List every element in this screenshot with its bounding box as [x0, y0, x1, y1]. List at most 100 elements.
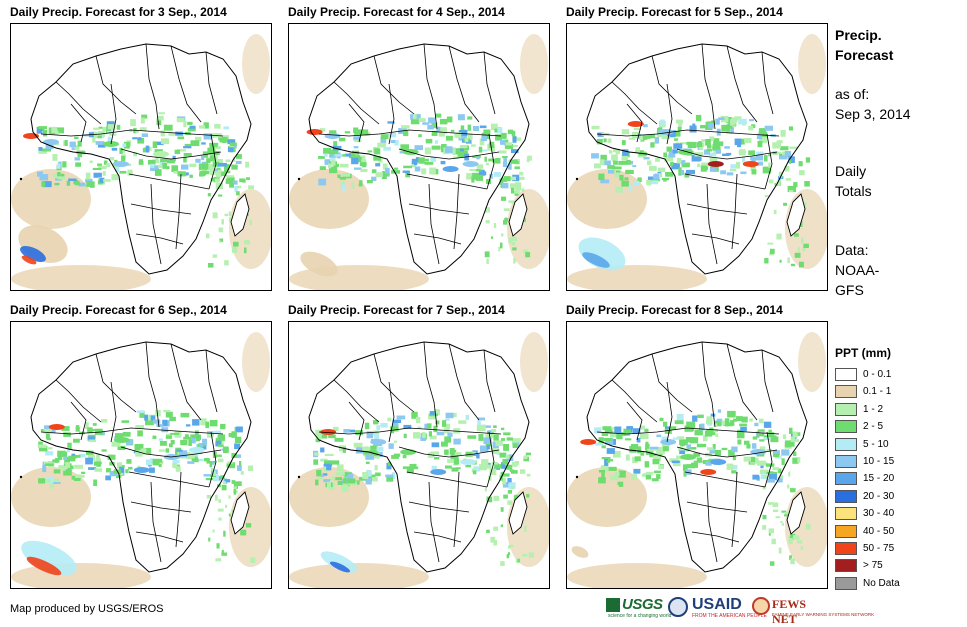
rain-cell [221, 171, 227, 176]
country-border [626, 401, 643, 441]
country-border [150, 481, 162, 563]
rain-cell [175, 466, 181, 472]
rain-cell [218, 227, 224, 233]
rain-cell [180, 439, 188, 446]
rain-cell [780, 129, 786, 137]
rain-cell [189, 125, 196, 129]
rain-cell [333, 141, 338, 148]
rain-cell [339, 176, 347, 180]
rain-cell [109, 471, 118, 477]
rain-cell [58, 465, 64, 470]
rain-cell [138, 161, 144, 165]
legend-label: 0.1 - 1 [863, 386, 892, 398]
rain-cell [74, 145, 80, 150]
panel-title: Daily Precip. Forecast for 3 Sep., 2014 [10, 5, 227, 19]
rain-cell [215, 146, 221, 149]
rain-cell [393, 453, 401, 457]
forecast-panel-4: Daily Precip. Forecast for 6 Sep., 2014 [10, 303, 272, 589]
rain-cell [615, 149, 620, 155]
rain-cell [700, 165, 707, 172]
rain-cell [768, 432, 775, 437]
rain-cell [618, 472, 626, 478]
rain-cell [374, 148, 381, 155]
rain-cell [345, 473, 354, 479]
rain-cell [488, 430, 493, 433]
legend-swatch [835, 507, 857, 521]
ocean-dry-area [289, 169, 369, 229]
rain-cell [226, 463, 231, 468]
rain-cell [175, 131, 184, 136]
rain-cell [490, 123, 498, 131]
rain-cell [645, 443, 650, 451]
rain-cell [697, 163, 701, 167]
rain-cell [107, 454, 116, 460]
rain-cell [457, 153, 465, 157]
rain-cell [625, 169, 634, 174]
rain-cell [797, 457, 801, 463]
rain-cell [434, 140, 439, 144]
rain-cell [161, 427, 169, 433]
rain-cell [794, 252, 801, 258]
rain-cell [155, 410, 161, 417]
rain-cell [87, 436, 95, 441]
rain-cell [479, 464, 487, 471]
legend-label: 5 - 10 [863, 438, 889, 450]
rain-cell [213, 474, 220, 482]
rain-cell [145, 419, 154, 426]
rain-cell [137, 137, 142, 141]
rain-cell [351, 157, 359, 165]
rain-cell [621, 129, 630, 135]
rain-cell [139, 127, 147, 131]
rain-cell [91, 131, 98, 139]
rain-cell [380, 137, 387, 144]
legend-label: 10 - 15 [863, 455, 895, 467]
heavy-rain-spot [580, 439, 597, 445]
rain-cell [198, 458, 204, 462]
rain-cell [502, 465, 510, 468]
rain-cell [770, 248, 775, 254]
rain-cell [600, 154, 607, 161]
rain-cell [485, 207, 488, 213]
rain-cell [354, 167, 362, 170]
rain-cell [664, 155, 674, 162]
rain-cell [205, 478, 215, 481]
country-border [348, 103, 365, 143]
rain-cell [511, 236, 518, 242]
country-border [398, 148, 500, 160]
side-title: Precip. Forecast [835, 25, 893, 65]
rain-cell [704, 430, 713, 437]
rain-cell [598, 477, 606, 484]
rain-cell [237, 465, 242, 471]
rain-cell [390, 426, 399, 432]
rain-cell [148, 160, 156, 165]
rain-cell [244, 247, 247, 254]
rain-cell [730, 420, 735, 426]
rain-cell [329, 149, 339, 155]
rain-cell [183, 156, 187, 163]
rain-cell [166, 166, 170, 170]
rain-cell [717, 409, 722, 413]
rain-cell [653, 174, 659, 180]
rain-cell [729, 168, 737, 172]
rain-cell [503, 158, 507, 165]
rain-cell [496, 453, 501, 456]
rain-cell [218, 517, 222, 521]
heavy-rain-spot [133, 467, 150, 473]
rain-cell [681, 162, 690, 168]
rain-cell [665, 172, 674, 177]
rain-cell [156, 424, 164, 427]
rain-cell [781, 458, 785, 465]
rain-cell [718, 117, 725, 120]
rain-cell [524, 525, 527, 532]
country-border [175, 173, 182, 250]
rain-cell [599, 159, 605, 165]
rain-cell [603, 438, 613, 441]
rain-cell [386, 462, 392, 470]
rain-cell [779, 154, 788, 160]
rain-cell [199, 171, 204, 177]
heavy-rain-spot [627, 121, 644, 127]
rain-cell [239, 461, 242, 466]
country-border [205, 349, 218, 413]
rain-cell [116, 124, 121, 130]
rain-cell [38, 147, 43, 151]
